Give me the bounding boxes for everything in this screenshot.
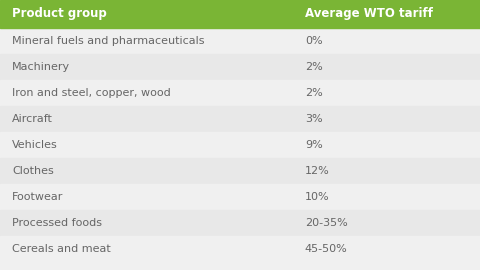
Text: Vehicles: Vehicles <box>12 140 58 150</box>
Text: Cereals and meat: Cereals and meat <box>12 244 111 254</box>
Text: 3%: 3% <box>305 114 323 124</box>
Bar <box>0 210 480 236</box>
Bar <box>0 54 480 80</box>
Text: 12%: 12% <box>305 166 330 176</box>
Bar <box>0 236 480 262</box>
Text: Mineral fuels and pharmaceuticals: Mineral fuels and pharmaceuticals <box>12 36 204 46</box>
Text: Clothes: Clothes <box>12 166 54 176</box>
Text: Average WTO tariff: Average WTO tariff <box>305 8 433 21</box>
Bar <box>0 132 480 158</box>
Bar <box>0 106 480 132</box>
Text: Iron and steel, copper, wood: Iron and steel, copper, wood <box>12 88 171 98</box>
Text: Processed foods: Processed foods <box>12 218 102 228</box>
Bar <box>0 0 480 28</box>
Bar <box>0 28 480 54</box>
Text: 2%: 2% <box>305 88 323 98</box>
Text: Aircraft: Aircraft <box>12 114 53 124</box>
Text: Product group: Product group <box>12 8 107 21</box>
Bar <box>0 184 480 210</box>
Text: 10%: 10% <box>305 192 329 202</box>
Text: 0%: 0% <box>305 36 323 46</box>
Text: Machinery: Machinery <box>12 62 71 72</box>
Text: 45-50%: 45-50% <box>305 244 348 254</box>
Bar <box>0 158 480 184</box>
Bar <box>0 80 480 106</box>
Text: 2%: 2% <box>305 62 323 72</box>
Text: 20-35%: 20-35% <box>305 218 348 228</box>
Text: Footwear: Footwear <box>12 192 63 202</box>
Text: 9%: 9% <box>305 140 323 150</box>
